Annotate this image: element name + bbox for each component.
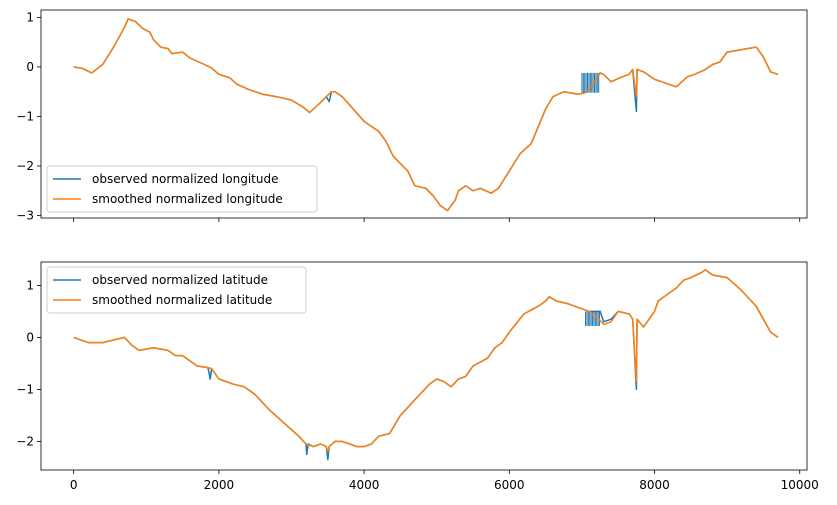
y-tick-label: −1 [16,382,34,396]
x-tick-label: 10000 [781,478,819,492]
y-tick-label: 1 [26,278,34,292]
legend-box [46,165,318,213]
x-tick-label: 6000 [494,478,525,492]
y-tick-label: −3 [16,209,34,223]
axes-frame [40,261,808,471]
y-tick-label: −2 [16,434,34,448]
y-tick-label: 1 [26,10,34,24]
subplot-2: 0 2000 4000 6000 8000 10000 −2 −1 0 1 observed nor… [16,261,819,492]
y-tick-label: 0 [26,60,34,74]
legend-label: observed normalized longitude [92,172,278,186]
observed-oscillation-band [581,72,600,93]
x-tick-label: 2000 [204,478,235,492]
axes-frame [40,9,808,219]
legend-label: smoothed normalized latitude [92,293,272,307]
legend-label: smoothed normalized longitude [92,192,283,206]
y-tick-label: −2 [16,159,34,173]
observed-oscillation-band [585,311,601,326]
series-line-smoothed-normalized-latitude [73,269,779,453]
subplot-1: −3 −2 −1 0 1 observed normalized longitude smo… [16,9,808,223]
x-tick-label: 8000 [639,478,670,492]
legend: observed normalized longitude smoothed no… [46,165,318,213]
legend: observed normalized latitude smoothed nor… [46,266,307,314]
x-tick-label: 0 [70,478,78,492]
y-tick-label: −1 [16,109,34,123]
y-tick-label: 0 [26,330,34,344]
legend-box [46,266,307,314]
legend-label: observed normalized latitude [92,273,268,287]
series-line-smoothed-normalized-longitude [73,18,779,212]
x-tick-label: 4000 [349,478,380,492]
